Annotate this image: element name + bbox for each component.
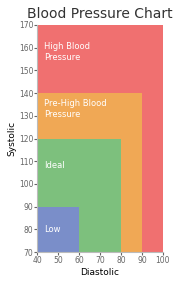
Text: High Blood
Pressure: High Blood Pressure — [44, 42, 90, 62]
Text: Pre-High Blood
Pressure: Pre-High Blood Pressure — [44, 99, 106, 119]
Bar — [37, 207, 79, 252]
Text: Low: Low — [44, 225, 60, 234]
X-axis label: Diastolic: Diastolic — [81, 268, 120, 277]
Text: Ideal: Ideal — [44, 161, 64, 170]
Bar — [37, 93, 142, 252]
Title: Blood Pressure Chart: Blood Pressure Chart — [27, 7, 173, 21]
Y-axis label: Systolic: Systolic — [7, 121, 16, 156]
Bar — [37, 139, 121, 252]
